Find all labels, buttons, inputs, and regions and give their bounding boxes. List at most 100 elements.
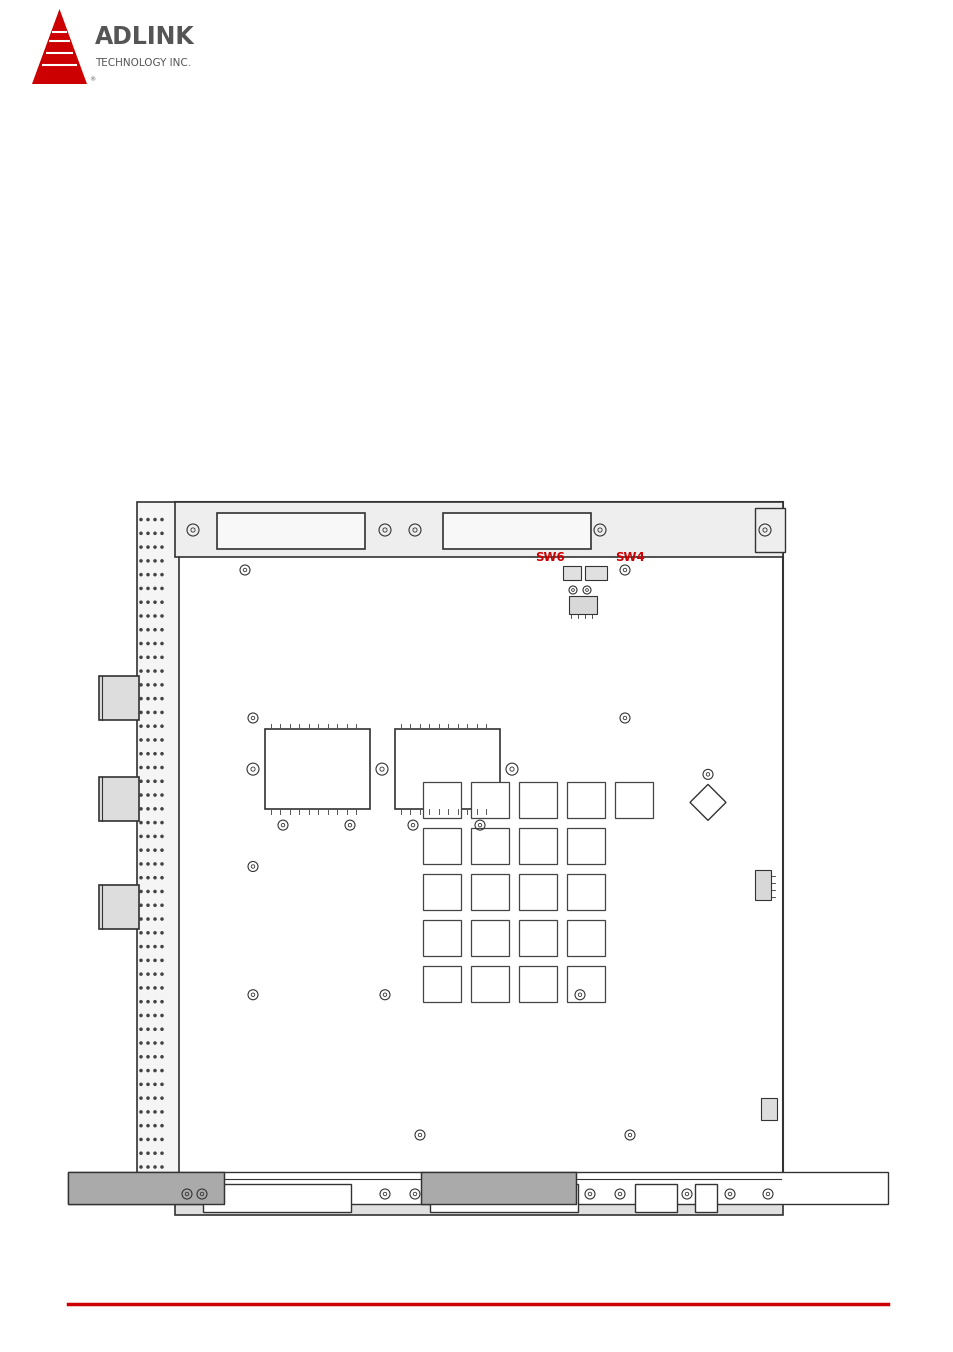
Bar bbox=[137, 502, 179, 1178]
Circle shape bbox=[153, 573, 156, 576]
Circle shape bbox=[153, 1000, 156, 1003]
Circle shape bbox=[146, 1096, 150, 1101]
Bar bbox=[99, 676, 139, 719]
Circle shape bbox=[146, 725, 150, 727]
Circle shape bbox=[146, 545, 150, 549]
Circle shape bbox=[146, 1028, 150, 1032]
Circle shape bbox=[146, 932, 150, 934]
Bar bbox=[566, 827, 604, 864]
Bar bbox=[566, 919, 604, 956]
Circle shape bbox=[153, 683, 156, 687]
Circle shape bbox=[160, 627, 164, 631]
Circle shape bbox=[146, 876, 150, 880]
Circle shape bbox=[153, 1069, 156, 1072]
Circle shape bbox=[139, 780, 143, 783]
Bar bbox=[754, 508, 784, 552]
Circle shape bbox=[153, 821, 156, 825]
Circle shape bbox=[160, 642, 164, 645]
Bar bbox=[430, 1184, 578, 1211]
Circle shape bbox=[146, 573, 150, 576]
Circle shape bbox=[160, 738, 164, 742]
Bar bbox=[422, 873, 460, 910]
Bar bbox=[754, 871, 770, 900]
Circle shape bbox=[139, 1069, 143, 1072]
Circle shape bbox=[139, 917, 143, 921]
Bar bbox=[216, 512, 365, 549]
Circle shape bbox=[160, 794, 164, 796]
Circle shape bbox=[160, 696, 164, 700]
Bar bbox=[471, 873, 509, 910]
Circle shape bbox=[139, 518, 143, 522]
Circle shape bbox=[146, 1110, 150, 1114]
Bar bbox=[99, 886, 139, 929]
Circle shape bbox=[146, 1137, 150, 1141]
Circle shape bbox=[139, 1165, 143, 1168]
Circle shape bbox=[146, 656, 150, 660]
Circle shape bbox=[153, 696, 156, 700]
Bar bbox=[422, 781, 460, 818]
Circle shape bbox=[153, 560, 156, 562]
Circle shape bbox=[160, 765, 164, 769]
Circle shape bbox=[146, 560, 150, 562]
Circle shape bbox=[153, 1152, 156, 1155]
Bar bbox=[395, 729, 499, 808]
Circle shape bbox=[153, 614, 156, 618]
Circle shape bbox=[160, 1041, 164, 1045]
Circle shape bbox=[139, 669, 143, 673]
Circle shape bbox=[160, 807, 164, 811]
Circle shape bbox=[146, 1165, 150, 1168]
Circle shape bbox=[153, 1096, 156, 1101]
Circle shape bbox=[160, 1000, 164, 1003]
Circle shape bbox=[146, 1083, 150, 1086]
Circle shape bbox=[153, 848, 156, 852]
Text: SW4: SW4 bbox=[615, 552, 644, 564]
Bar bbox=[99, 777, 139, 821]
Circle shape bbox=[139, 876, 143, 880]
Circle shape bbox=[160, 1165, 164, 1168]
Text: ®: ® bbox=[89, 77, 95, 82]
Circle shape bbox=[146, 1041, 150, 1045]
Circle shape bbox=[160, 614, 164, 618]
Bar bbox=[174, 502, 782, 557]
Circle shape bbox=[139, 794, 143, 796]
Circle shape bbox=[139, 1014, 143, 1017]
Circle shape bbox=[146, 642, 150, 645]
Circle shape bbox=[153, 834, 156, 838]
Bar bbox=[566, 781, 604, 818]
Bar bbox=[615, 781, 652, 818]
Bar bbox=[518, 873, 557, 910]
Circle shape bbox=[146, 1152, 150, 1155]
Bar bbox=[518, 827, 557, 864]
Circle shape bbox=[153, 1041, 156, 1045]
Circle shape bbox=[146, 834, 150, 838]
Circle shape bbox=[153, 863, 156, 865]
Circle shape bbox=[139, 725, 143, 727]
Circle shape bbox=[139, 1124, 143, 1128]
Circle shape bbox=[160, 1083, 164, 1086]
Bar bbox=[203, 1184, 351, 1211]
Circle shape bbox=[160, 848, 164, 852]
Circle shape bbox=[153, 903, 156, 907]
Bar bbox=[568, 596, 597, 614]
Circle shape bbox=[139, 986, 143, 990]
Circle shape bbox=[153, 932, 156, 934]
Circle shape bbox=[153, 1110, 156, 1114]
Circle shape bbox=[146, 518, 150, 522]
Circle shape bbox=[160, 545, 164, 549]
Circle shape bbox=[139, 1000, 143, 1003]
Circle shape bbox=[139, 573, 143, 576]
Circle shape bbox=[160, 986, 164, 990]
Circle shape bbox=[153, 1124, 156, 1128]
Circle shape bbox=[146, 959, 150, 963]
Circle shape bbox=[160, 752, 164, 756]
Circle shape bbox=[153, 587, 156, 591]
Circle shape bbox=[160, 518, 164, 522]
Circle shape bbox=[160, 560, 164, 562]
Circle shape bbox=[139, 1152, 143, 1155]
Circle shape bbox=[139, 545, 143, 549]
Circle shape bbox=[139, 627, 143, 631]
Circle shape bbox=[146, 711, 150, 714]
Circle shape bbox=[146, 780, 150, 783]
Circle shape bbox=[139, 1041, 143, 1045]
Circle shape bbox=[146, 917, 150, 921]
